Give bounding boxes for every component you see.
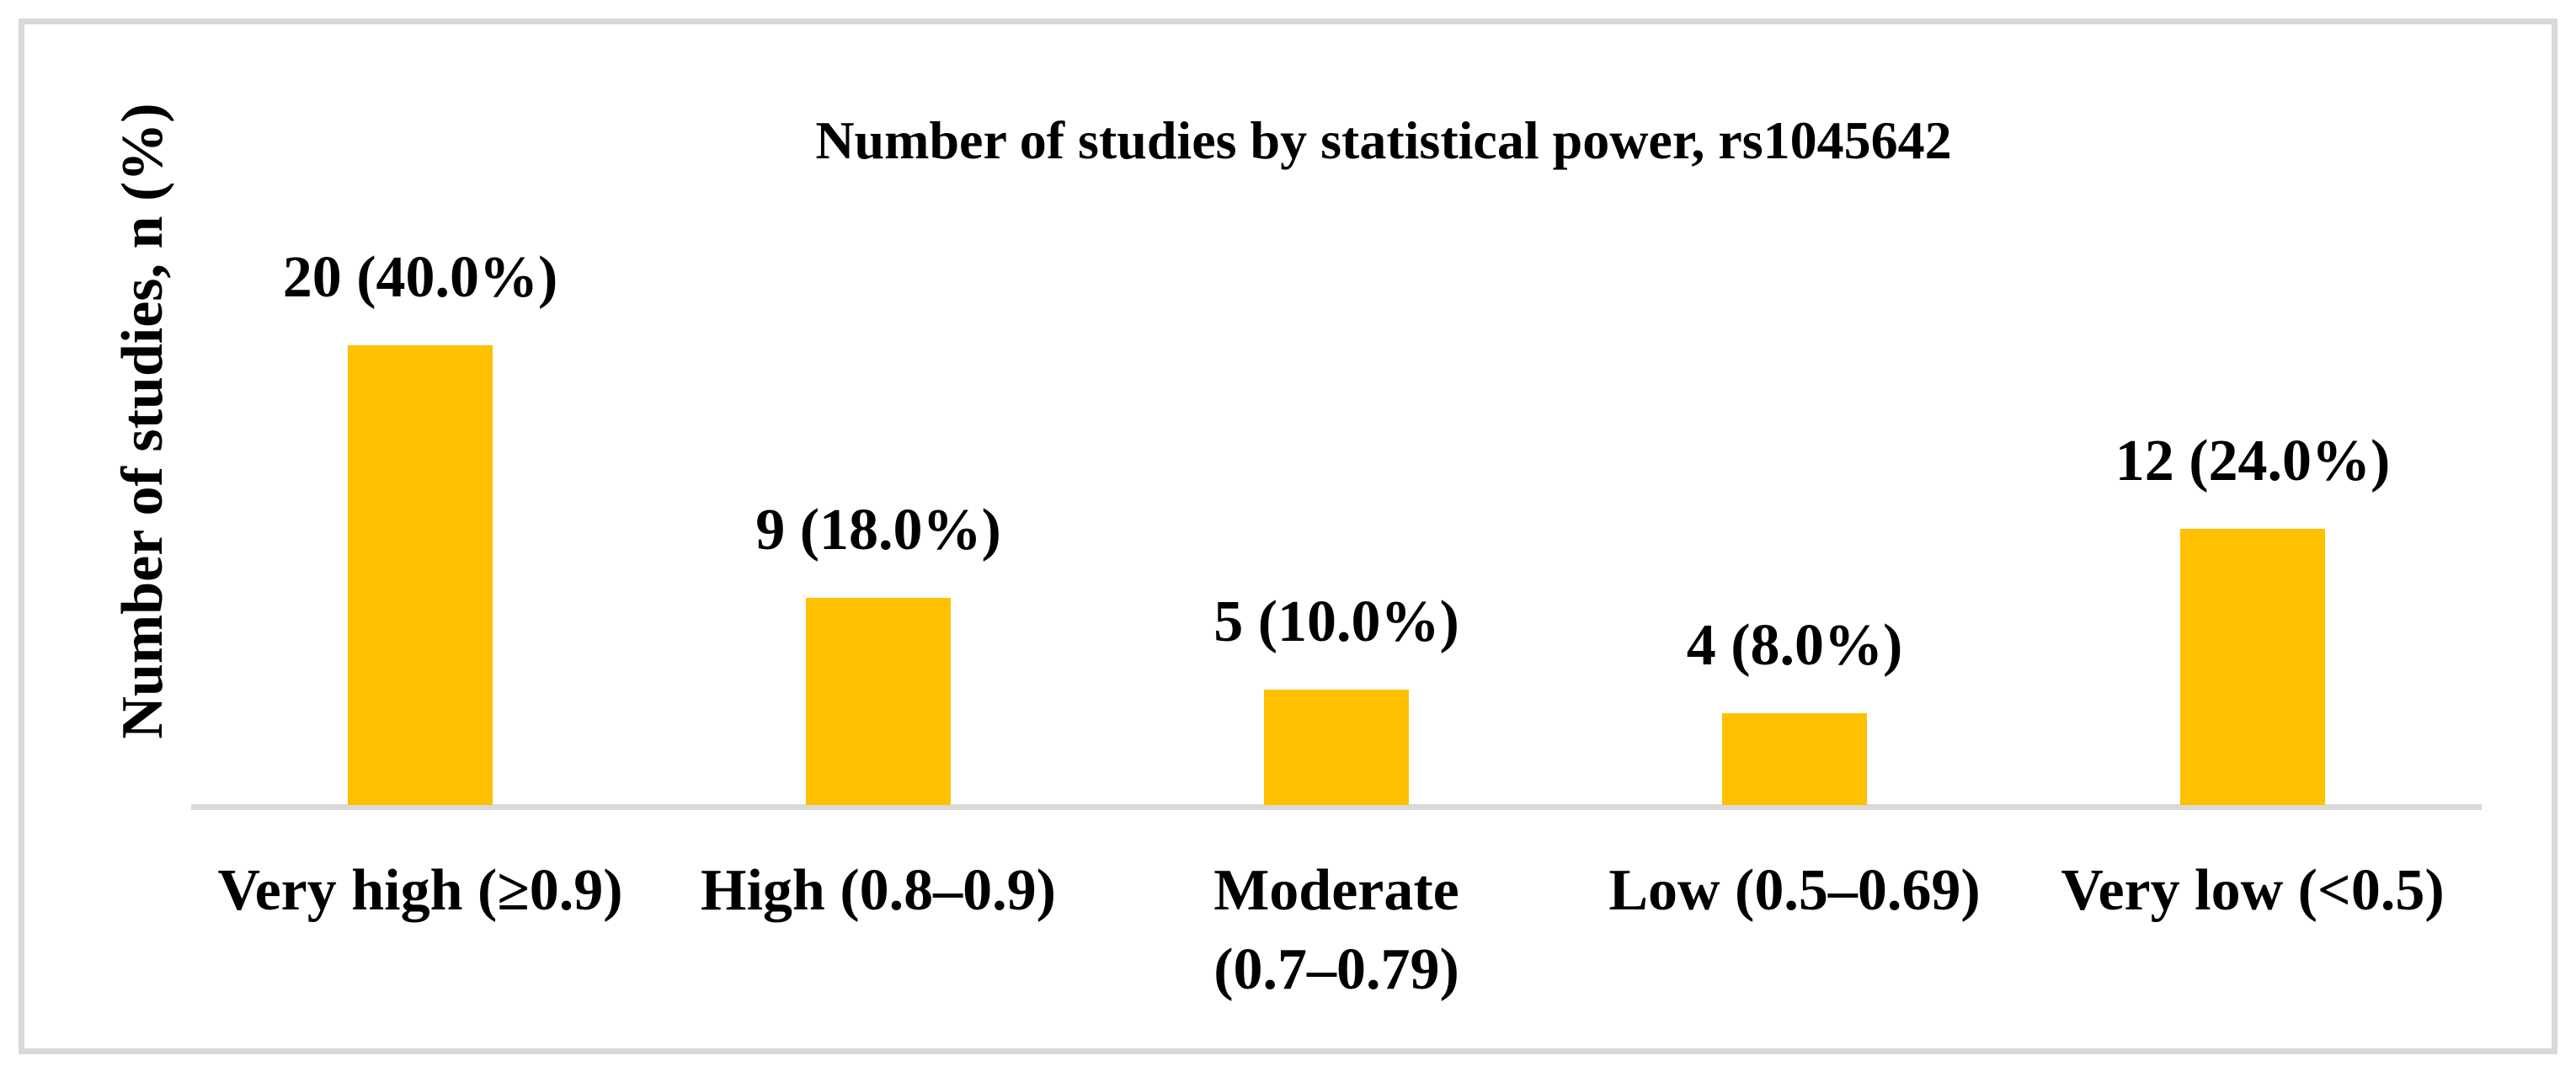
bar-value-label: 9 (18.0%) <box>755 498 1001 562</box>
bar <box>1264 690 1409 805</box>
bar-value-label: 12 (24.0%) <box>2115 429 2391 493</box>
bar-value-label: 5 (10.0%) <box>1213 589 1459 654</box>
chart-title: Number of studies by statistical power, … <box>815 110 1952 170</box>
x-axis-label: High (0.8–0.9) <box>701 858 1056 923</box>
x-axis-label: Low (0.5–0.69) <box>1608 858 1981 923</box>
x-axis-label: Very low (<0.5) <box>2061 858 2445 923</box>
chart-border <box>19 19 2557 1054</box>
bar <box>1722 713 1867 805</box>
bar <box>2180 529 2325 805</box>
x-axis-label: Moderate (0.7–0.79) <box>1213 858 1459 1002</box>
bar-value-label: 4 (8.0%) <box>1686 613 1903 678</box>
x-axis-label: Very high (≥0.9) <box>217 858 623 923</box>
x-axis-line <box>191 804 2482 810</box>
bar <box>348 345 493 805</box>
bar-value-label: 20 (40.0%) <box>282 245 558 310</box>
bar <box>806 598 951 805</box>
